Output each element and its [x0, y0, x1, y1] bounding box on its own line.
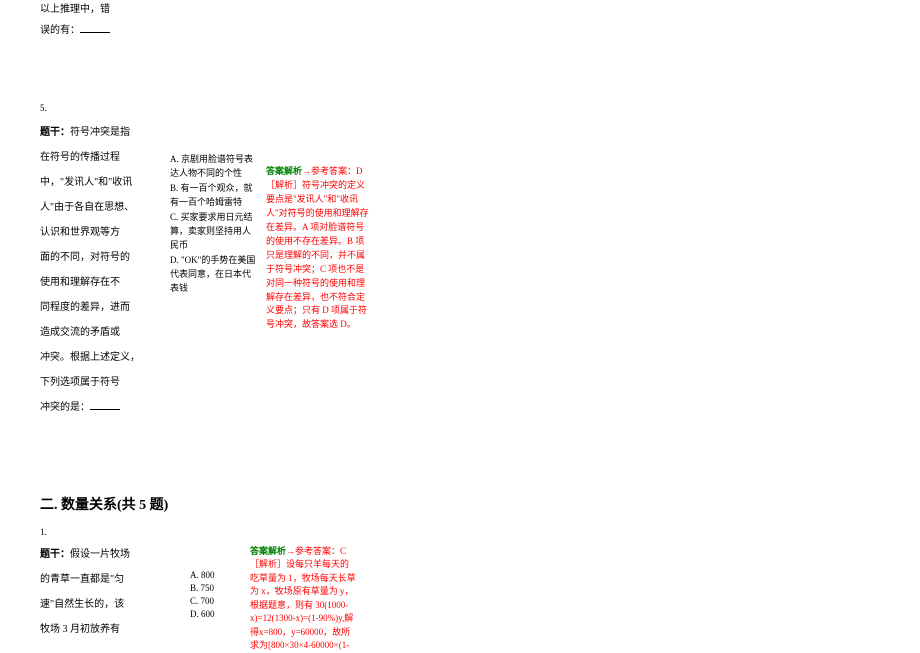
q4-line2: 误的有：: [40, 21, 190, 40]
q5-ref-prefix: 参考答案：: [311, 166, 356, 176]
q5-ans-label: 答案解析: [266, 166, 302, 176]
q1-stem-2: 速"自然生长的，该: [40, 595, 190, 614]
q5-stem-6: 使用和理解存在不: [40, 273, 170, 292]
q5-stem: 题干：符号冲突是指 在符号的传播过程 中，"发讯人"和"收讯 人"由于各自在思想…: [40, 123, 170, 423]
q5-options: A. 京剧用脸谱符号表达人物不同的个性 B. 有一百个观众，就有一百个哈姆雷特 …: [170, 123, 258, 296]
q5-opt-b-key: B.: [170, 183, 178, 193]
q5-row: 题干：符号冲突是指 在符号的传播过程 中，"发讯人"和"收讯 人"由于各自在思想…: [40, 123, 880, 423]
question-5: 5. 题干：符号冲突是指 在符号的传播过程 中，"发讯人"和"收讯 人"由于各自…: [40, 100, 880, 423]
q5-stem-text-0: 符号冲突是指: [70, 127, 130, 138]
q5-opt-c-text: 买家要求用日元结算，卖家则坚持用人民币: [170, 212, 253, 250]
q5-stem-8: 造成交流的矛盾或: [40, 323, 170, 342]
q1-row: 题干：假设一片牧场 的青草一直都是"匀 速"自然生长的，该 牧场 3 月初放养有…: [40, 545, 880, 653]
q1-options: A. 800 B. 750 C. 700 D. 600: [190, 545, 230, 621]
q5-stem-11: 冲突的是：: [40, 398, 170, 417]
q5-explain: 符号冲突的定义要点是"发讯人"和"收讯人"对符号的使用和理解存在差异。A 项对脸…: [266, 180, 369, 329]
q1-opt-c: C. 700: [190, 595, 230, 608]
q5-opt-c: C. 买家要求用日元结算，卖家则坚持用人民币: [170, 211, 258, 253]
q1-stem-text-0: 假设一片牧场: [70, 549, 130, 560]
q5-stem-5: 面的不同，对符号的: [40, 248, 170, 267]
q5-opt-d-key: D.: [170, 255, 179, 265]
q1-opt-c-key: C.: [190, 596, 198, 606]
q5-opt-c-key: C.: [170, 212, 178, 222]
q5-stem-text-11: 冲突的是：: [40, 402, 90, 413]
q5-stem-4: 认识和世界观等方: [40, 223, 170, 242]
q5-opt-a: A. 京剧用脸谱符号表达人物不同的个性: [170, 153, 258, 181]
q5-opt-b: B. 有一百个观众，就有一百个哈姆雷特: [170, 182, 258, 210]
q5-ref-value: D: [356, 166, 363, 176]
q5-stem-10: 下列选项属于符号: [40, 373, 170, 392]
q1-ref-prefix: 参考答案：: [295, 546, 340, 556]
q1-opt-a-text: 800: [201, 570, 215, 580]
q1-opt-a: A. 800: [190, 569, 230, 582]
question-1: 1. 题干：假设一片牧场 的青草一直都是"匀 速"自然生长的，该 牧场 3 月初…: [40, 524, 880, 653]
q4-line2-prefix: 误的有：: [40, 25, 80, 36]
q1-explain-label: ［解析］: [250, 559, 286, 569]
q1-opt-c-text: 700: [201, 596, 215, 606]
q4-line1: 以上推理中，错: [40, 0, 190, 19]
q5-stem-1: 在符号的传播过程: [40, 148, 170, 167]
q5-explain-label: ［解析］: [266, 180, 302, 190]
q4-blank: [80, 24, 110, 33]
q1-stem-label: 题干：: [40, 549, 70, 560]
q1-stem-3: 牧场 3 月初放养有: [40, 620, 190, 639]
q1-explain: 设每只羊每天的吃草量为 1，牧场每天长草为 x，牧场原有草量为 y，根据题意，则…: [250, 559, 356, 650]
q1-ans-label: 答案解析: [250, 546, 286, 556]
q1-stem-0: 题干：假设一片牧场: [40, 545, 190, 564]
q1-opt-d-text: 600: [201, 609, 215, 619]
q1-opt-b-key: B.: [190, 583, 198, 593]
q1-opt-a-key: A.: [190, 570, 199, 580]
q5-stem-2: 中，"发讯人"和"收讯: [40, 173, 170, 192]
q1-opt-d-key: D.: [190, 609, 199, 619]
q5-blank: [90, 401, 120, 410]
section-2-header: 二. 数量关系(共 5 题): [40, 493, 880, 520]
q1-opt-d: D. 600: [190, 608, 230, 621]
arrow-icon: →: [286, 546, 295, 556]
arrow-icon: →: [302, 166, 311, 176]
q5-number: 5.: [40, 100, 880, 117]
q1-opt-b: B. 750: [190, 582, 230, 595]
q5-answer: 答案解析→参考答案：D ［解析］符号冲突的定义要点是"发讯人"和"收讯人"对符号…: [258, 123, 373, 332]
q1-number: 1.: [40, 524, 880, 541]
q5-opt-d-text: "OK"的手势在美国代表同意，在日本代表钱: [170, 255, 255, 293]
q5-stem-0: 题干：符号冲突是指: [40, 123, 170, 142]
q4-tail: 以上推理中，错 误的有：: [40, 0, 880, 40]
q5-opt-d: D. "OK"的手势在美国代表同意，在日本代表钱: [170, 254, 258, 296]
q1-answer: 答案解析→参考答案：C ［解析］设每只羊每天的吃草量为 1，牧场每天长草为 x，…: [230, 545, 358, 653]
q5-stem-9: 冲突。根据上述定义，: [40, 348, 170, 367]
q5-opt-a-text: 京剧用脸谱符号表达人物不同的个性: [170, 154, 253, 178]
q1-stem-1: 的青草一直都是"匀: [40, 570, 190, 589]
q1-stem: 题干：假设一片牧场 的青草一直都是"匀 速"自然生长的，该 牧场 3 月初放养有: [40, 545, 190, 645]
q5-opt-b-text: 有一百个观众，就有一百个哈姆雷特: [170, 183, 253, 207]
q1-opt-b-text: 750: [201, 583, 215, 593]
q5-opt-a-key: A.: [170, 154, 179, 164]
q5-stem-3: 人"由于各自在思想、: [40, 198, 170, 217]
q5-stem-7: 同程度的差异，进而: [40, 298, 170, 317]
q5-stem-label: 题干：: [40, 127, 70, 138]
q1-ref-value: C: [340, 546, 346, 556]
